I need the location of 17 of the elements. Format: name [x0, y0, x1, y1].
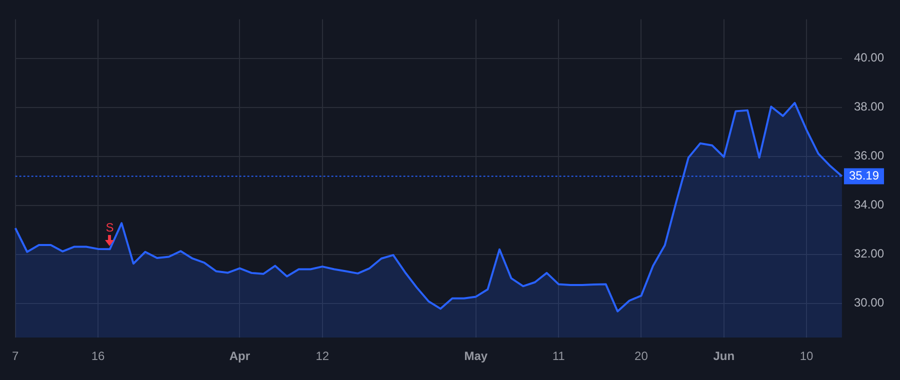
x-tick-label: 12 — [316, 349, 330, 364]
x-tick-label: Apr — [229, 349, 250, 364]
x-tick-label: 20 — [634, 349, 648, 364]
y-tick-label: 30.00 — [854, 296, 884, 310]
x-tick-label: May — [464, 349, 488, 364]
x-tick-label: Jun — [713, 349, 735, 364]
y-tick-label: 36.00 — [854, 148, 884, 163]
y-tick-label: 32.00 — [854, 246, 884, 261]
annotation: S — [106, 220, 114, 234]
y-tick-label: 34.00 — [854, 198, 884, 212]
y-tick-label: 40.00 — [854, 50, 884, 65]
ref-line-label: 35.19 — [848, 168, 880, 183]
x-tick-label: 7 — [12, 349, 19, 364]
x-tick-label: 11 — [552, 349, 566, 364]
y-tick-label: 38.00 — [854, 100, 884, 114]
x-tick-label: 16 — [91, 349, 105, 364]
x-tick-label: 10 — [800, 349, 814, 364]
